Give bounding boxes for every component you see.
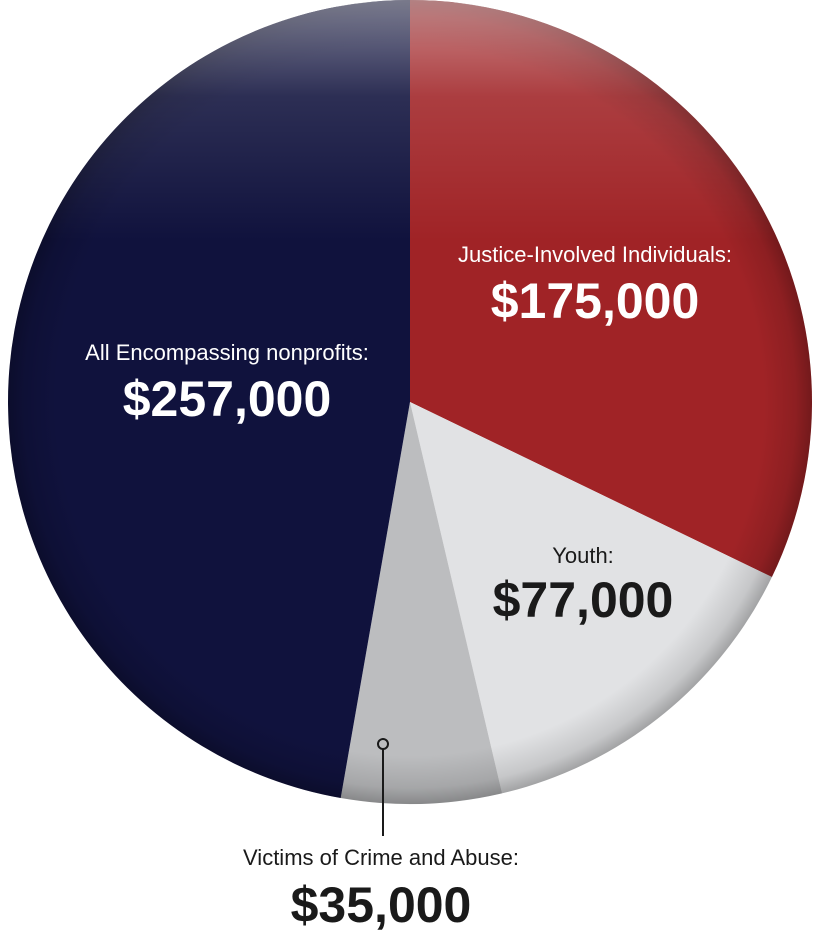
callout-marker — [377, 738, 389, 750]
slice-value-youth: $77,000 — [493, 572, 674, 628]
slice-label-all-encompassing: All Encompassing nonprofits: — [85, 340, 369, 365]
victims-callout — [377, 738, 389, 836]
pie-top-gloss — [8, 0, 812, 804]
slice-value-all-encompassing: $257,000 — [123, 371, 332, 427]
slice-label-justice-involved: Justice-Involved Individuals: — [458, 242, 732, 267]
slice-labels: Justice-Involved Individuals: $175,000 You… — [85, 242, 732, 930]
slice-label-youth: Youth: — [552, 543, 614, 568]
slice-value-victims-of-crime: $35,000 — [291, 877, 472, 930]
slice-value-justice-involved: $175,000 — [491, 273, 700, 329]
slice-label-victims-of-crime: Victims of Crime and Abuse: — [243, 845, 519, 870]
